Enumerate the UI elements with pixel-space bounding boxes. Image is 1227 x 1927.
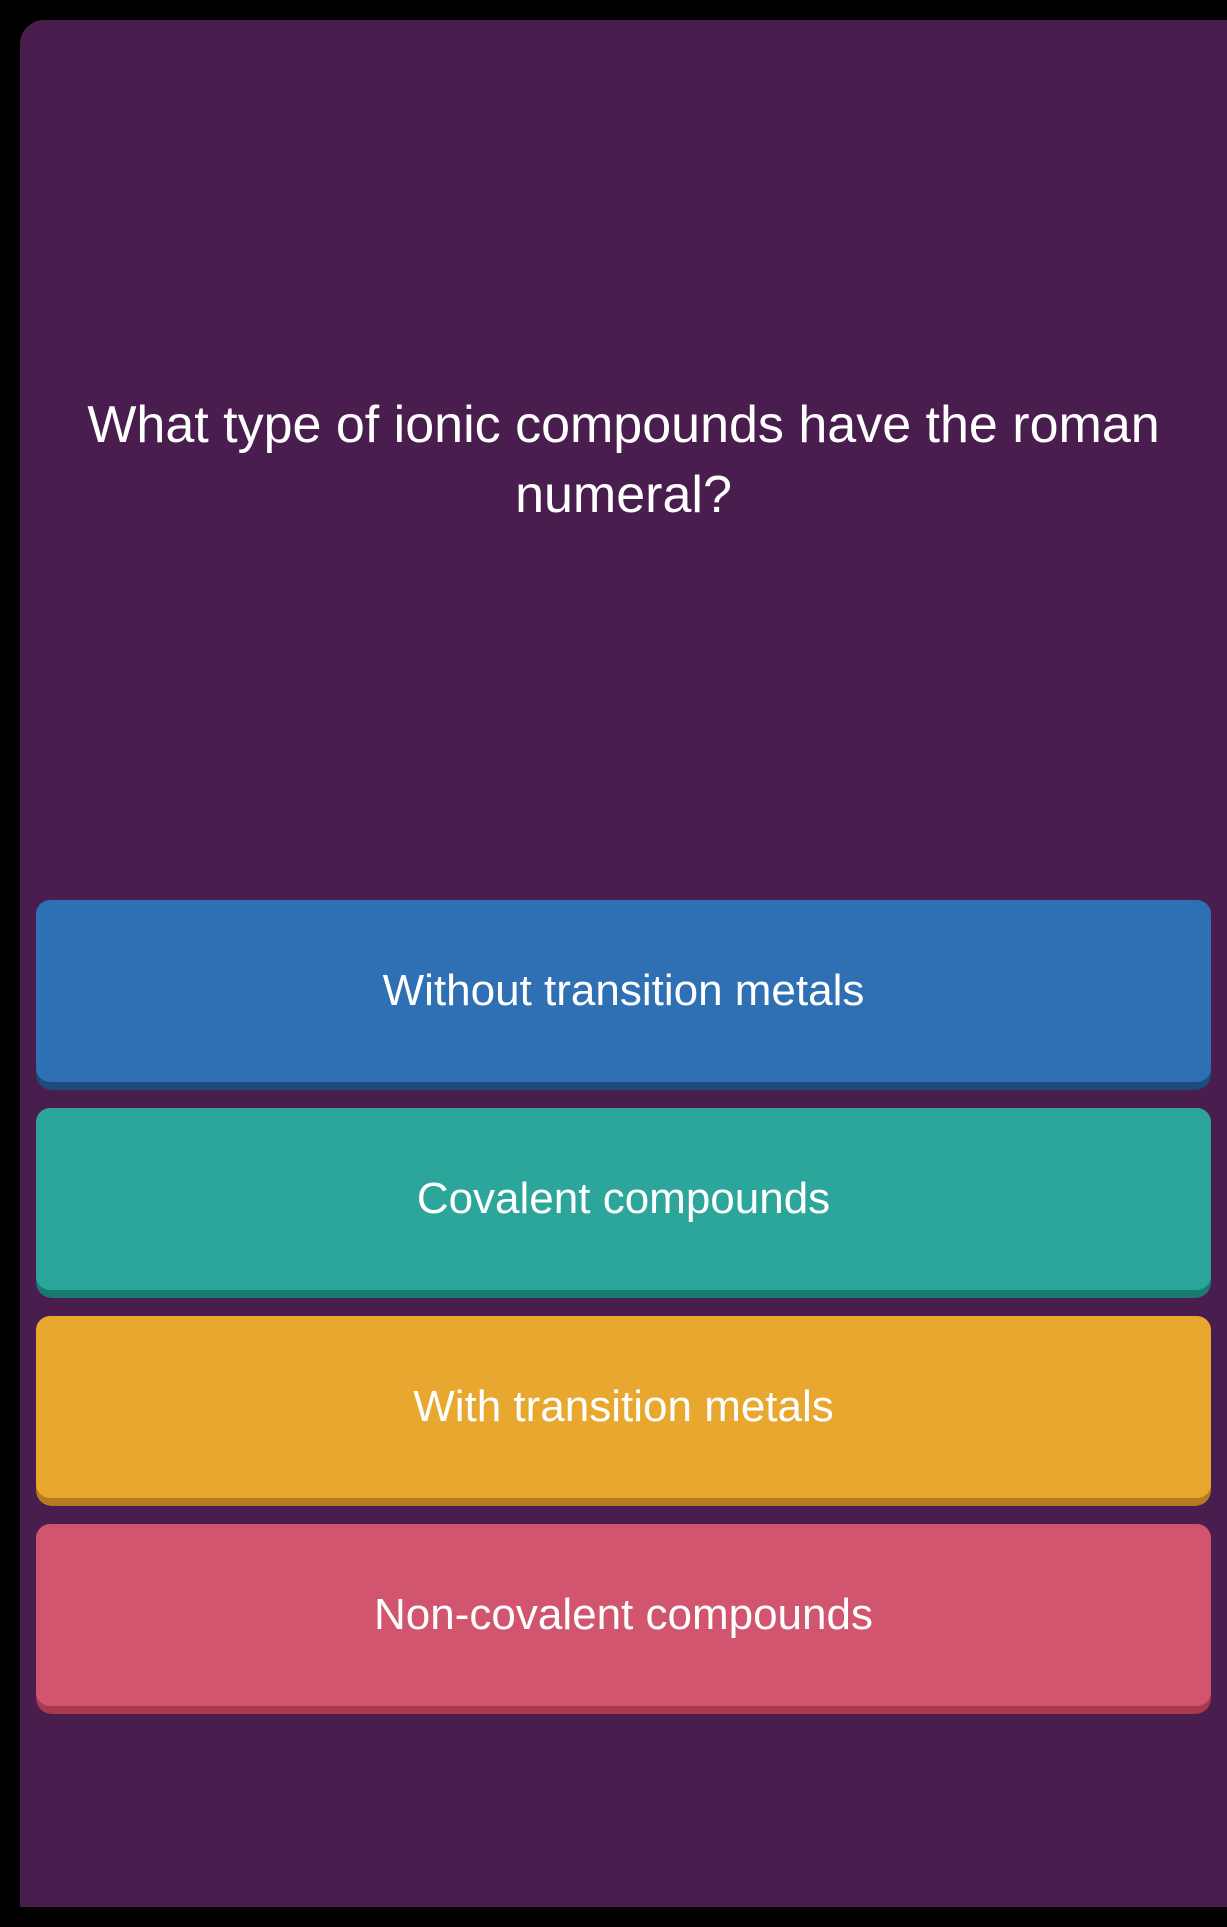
answers-area: Without transition metals Covalent compo… [20,900,1227,1730]
answer-option-3[interactable]: With transition metals [36,1316,1211,1506]
answer-inner: Without transition metals [36,900,1211,1082]
answer-label: Without transition metals [383,966,865,1016]
answer-label: Covalent compounds [417,1174,830,1224]
quiz-container: What type of ionic compounds have the ro… [20,20,1227,1907]
question-text: What type of ionic compounds have the ro… [74,390,1174,530]
answer-label: Non-covalent compounds [374,1590,873,1640]
answer-option-1[interactable]: Without transition metals [36,900,1211,1090]
answer-inner: Non-covalent compounds [36,1524,1211,1706]
answer-option-2[interactable]: Covalent compounds [36,1108,1211,1298]
answer-inner: Covalent compounds [36,1108,1211,1290]
answer-label: With transition metals [413,1382,834,1432]
question-area: What type of ionic compounds have the ro… [20,20,1227,900]
answer-inner: With transition metals [36,1316,1211,1498]
answer-option-4[interactable]: Non-covalent compounds [36,1524,1211,1714]
